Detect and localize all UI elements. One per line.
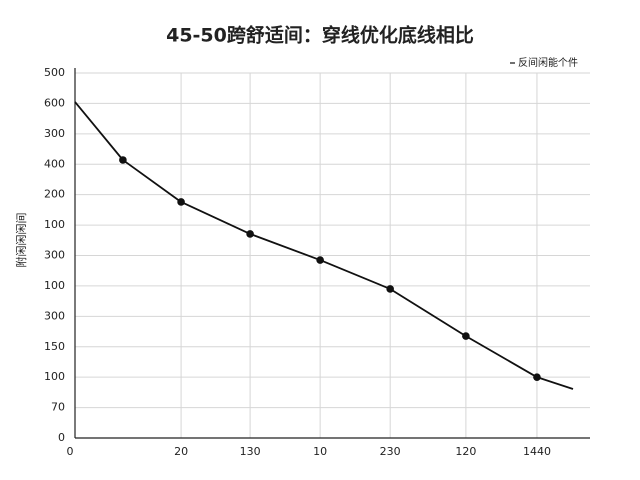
- x-tick-label: 130: [240, 445, 261, 458]
- x-tick-label: 230: [380, 445, 401, 458]
- y-tick-label: 400: [44, 157, 65, 170]
- y-tick-label: 100: [44, 279, 65, 292]
- y-tick-label: 150: [44, 340, 65, 353]
- y-tick-label: 100: [44, 370, 65, 383]
- x-tick-label: 1440: [523, 445, 551, 458]
- y-tick-label: 200: [44, 188, 65, 201]
- y-tick-label: 500: [44, 66, 65, 79]
- data-point: [386, 285, 394, 293]
- data-point: [177, 198, 185, 206]
- x-tick-label: 20: [174, 445, 188, 458]
- y-tick-label: 100: [44, 218, 65, 231]
- series-line: [74, 101, 574, 390]
- y-tick-label: 600: [44, 96, 65, 109]
- x-tick-label: 10: [313, 445, 327, 458]
- data-point: [246, 230, 254, 238]
- x-tick-label: 0: [67, 445, 74, 458]
- y-tick-label: 70: [51, 401, 65, 414]
- legend-label: 反间闲能个件: [518, 56, 578, 69]
- data-point: [119, 156, 127, 164]
- y-axis-label: 附闲闲闲间: [14, 213, 28, 268]
- y-tick-label: 300: [44, 127, 65, 140]
- y-tick-label: 300: [44, 249, 65, 262]
- y-tick-label: 0: [58, 431, 65, 444]
- data-point: [462, 332, 470, 340]
- data-point: [533, 373, 541, 381]
- chart-title: 45-50跨舒适间：穿线优化底线相比: [166, 24, 474, 47]
- x-tick-label: 120: [455, 445, 476, 458]
- y-tick-label: 300: [44, 309, 65, 322]
- data-point: [316, 256, 324, 264]
